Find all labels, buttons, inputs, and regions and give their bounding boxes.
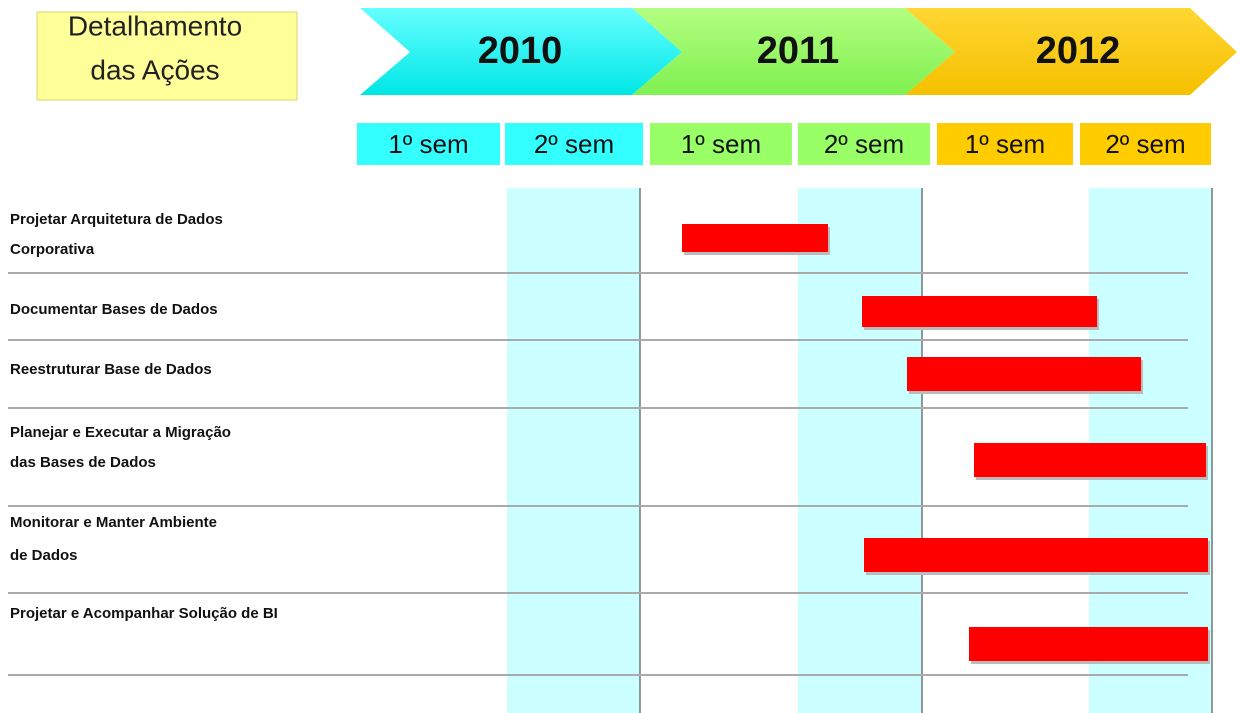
- year-lines: [639, 188, 1213, 713]
- year-chevron: [632, 8, 955, 95]
- year-chevron: [360, 8, 682, 95]
- task-bar: [862, 296, 1097, 327]
- task-label: Projetar e Acompanhar Solução de BI: [10, 605, 278, 622]
- task-label: Reestruturar Base de Dados: [10, 361, 212, 378]
- semester-box: [357, 123, 500, 165]
- semester-label: 1º sem: [681, 129, 761, 159]
- title-line: das Ações: [90, 54, 219, 85]
- row-separators: [8, 272, 1188, 676]
- semester-box: [505, 123, 643, 165]
- shade: [798, 188, 922, 713]
- year-chevron: [905, 8, 1237, 95]
- task-label: Corporativa: [10, 241, 95, 258]
- task-bar: [974, 443, 1206, 477]
- semester-box: [1080, 123, 1211, 165]
- title-box: [36, 11, 298, 101]
- task-label: Monitorar e Manter Ambiente: [10, 514, 217, 531]
- year-label: 2011: [757, 30, 839, 72]
- semester-box: [937, 123, 1073, 165]
- task-label: Documentar Bases de Dados: [10, 301, 218, 318]
- task-label: Projetar Arquitetura de Dados: [10, 211, 223, 228]
- year-label: 2012: [1036, 30, 1121, 72]
- task-bar: [907, 357, 1141, 391]
- task-label: Planejar e Executar a Migração: [10, 424, 231, 441]
- year-label: 2010: [478, 30, 563, 72]
- task-label: das Bases de Dados: [10, 454, 156, 471]
- task-bar: [969, 627, 1208, 661]
- task-label: de Dados: [10, 547, 78, 564]
- semester-box: [798, 123, 930, 165]
- semester-label: 2º sem: [534, 129, 614, 159]
- task-bar: [682, 224, 828, 252]
- semester-label: 2º sem: [824, 129, 904, 159]
- semester-label: 1º sem: [388, 129, 468, 159]
- semester-label: 2º sem: [1105, 129, 1185, 159]
- semester-label: 1º sem: [965, 129, 1045, 159]
- task-bar: [864, 538, 1208, 572]
- shade: [507, 188, 640, 713]
- semester-box: [650, 123, 792, 165]
- title-line: Detalhamento: [68, 10, 242, 41]
